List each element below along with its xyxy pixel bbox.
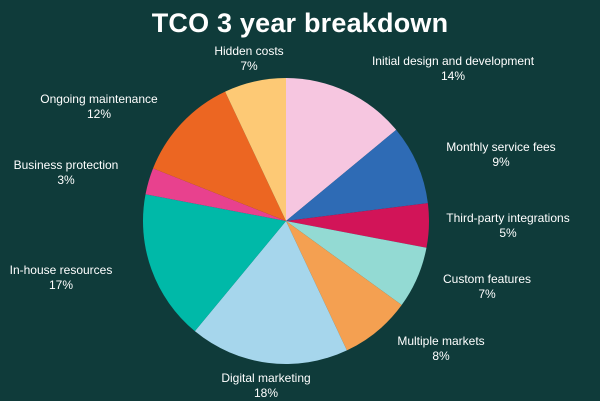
- slice-label-third-party-integrations: Third-party integrations 5%: [446, 211, 569, 241]
- slice-label-hidden-costs: Hidden costs 7%: [214, 44, 283, 74]
- slice-label-name: Monthly service fees: [446, 140, 556, 154]
- slice-label-percent: 18%: [253, 386, 279, 400]
- pie-slice-business-protection: [145, 168, 286, 221]
- pie-slice-hidden-costs: [225, 77, 286, 221]
- slice-label-multiple-markets: Multiple markets 8%: [397, 334, 484, 364]
- slice-label-percent: 5%: [499, 226, 517, 240]
- pie-slice-multiple-markets: [286, 221, 402, 351]
- slice-label-name: Initial design and development: [371, 54, 535, 68]
- pie-slice-custom-features: [286, 221, 427, 306]
- slice-label-business-protection: Business protection 3%: [14, 158, 119, 188]
- pie-slice-monthly-service-fees: [286, 129, 428, 221]
- slice-label-initial-design-and-development: Initial design and development 14%: [372, 54, 534, 84]
- slice-label-digital-marketing: Digital marketing 18%: [221, 371, 310, 401]
- pie-slice-initial-design-and-development: [286, 78, 397, 221]
- slice-label-name: Business protection: [13, 158, 119, 172]
- slice-label-name: Hidden costs: [214, 44, 284, 58]
- slice-label-percent: 9%: [492, 155, 510, 169]
- slice-label-name: Digital marketing: [221, 371, 311, 385]
- slice-label-percent: 3%: [57, 173, 75, 187]
- slice-label-custom-features: Custom features 7%: [443, 272, 531, 302]
- slice-label-name: Custom features: [442, 272, 532, 286]
- slice-label-monthly-service-fees: Monthly service fees 9%: [446, 140, 555, 170]
- slice-label-percent: 14%: [440, 69, 466, 83]
- slice-label-name: Multiple markets: [397, 334, 485, 348]
- pie-slice-in-house-resources: [142, 194, 286, 332]
- slice-label-name: In-house resources: [9, 263, 113, 277]
- slice-label-ongoing-maintenance: Ongoing maintenance 12%: [40, 92, 157, 122]
- slice-label-percent: 7%: [240, 59, 258, 73]
- slice-label-name: Ongoing maintenance: [40, 92, 158, 106]
- pie-slice-digital-marketing: [194, 221, 347, 364]
- pie-slice-ongoing-maintenance: [153, 91, 286, 221]
- pie-slice-third-party-integrations: [286, 203, 429, 248]
- slice-label-percent: 7%: [478, 287, 496, 301]
- slice-label-percent: 8%: [432, 349, 450, 363]
- chart-title: TCO 3 year breakdown: [151, 8, 449, 38]
- slice-label-name: Third-party integrations: [446, 211, 570, 225]
- slice-label-in-house-resources: In-house resources 17%: [10, 263, 113, 293]
- slice-label-percent: 12%: [86, 107, 112, 121]
- slice-label-percent: 17%: [48, 278, 74, 292]
